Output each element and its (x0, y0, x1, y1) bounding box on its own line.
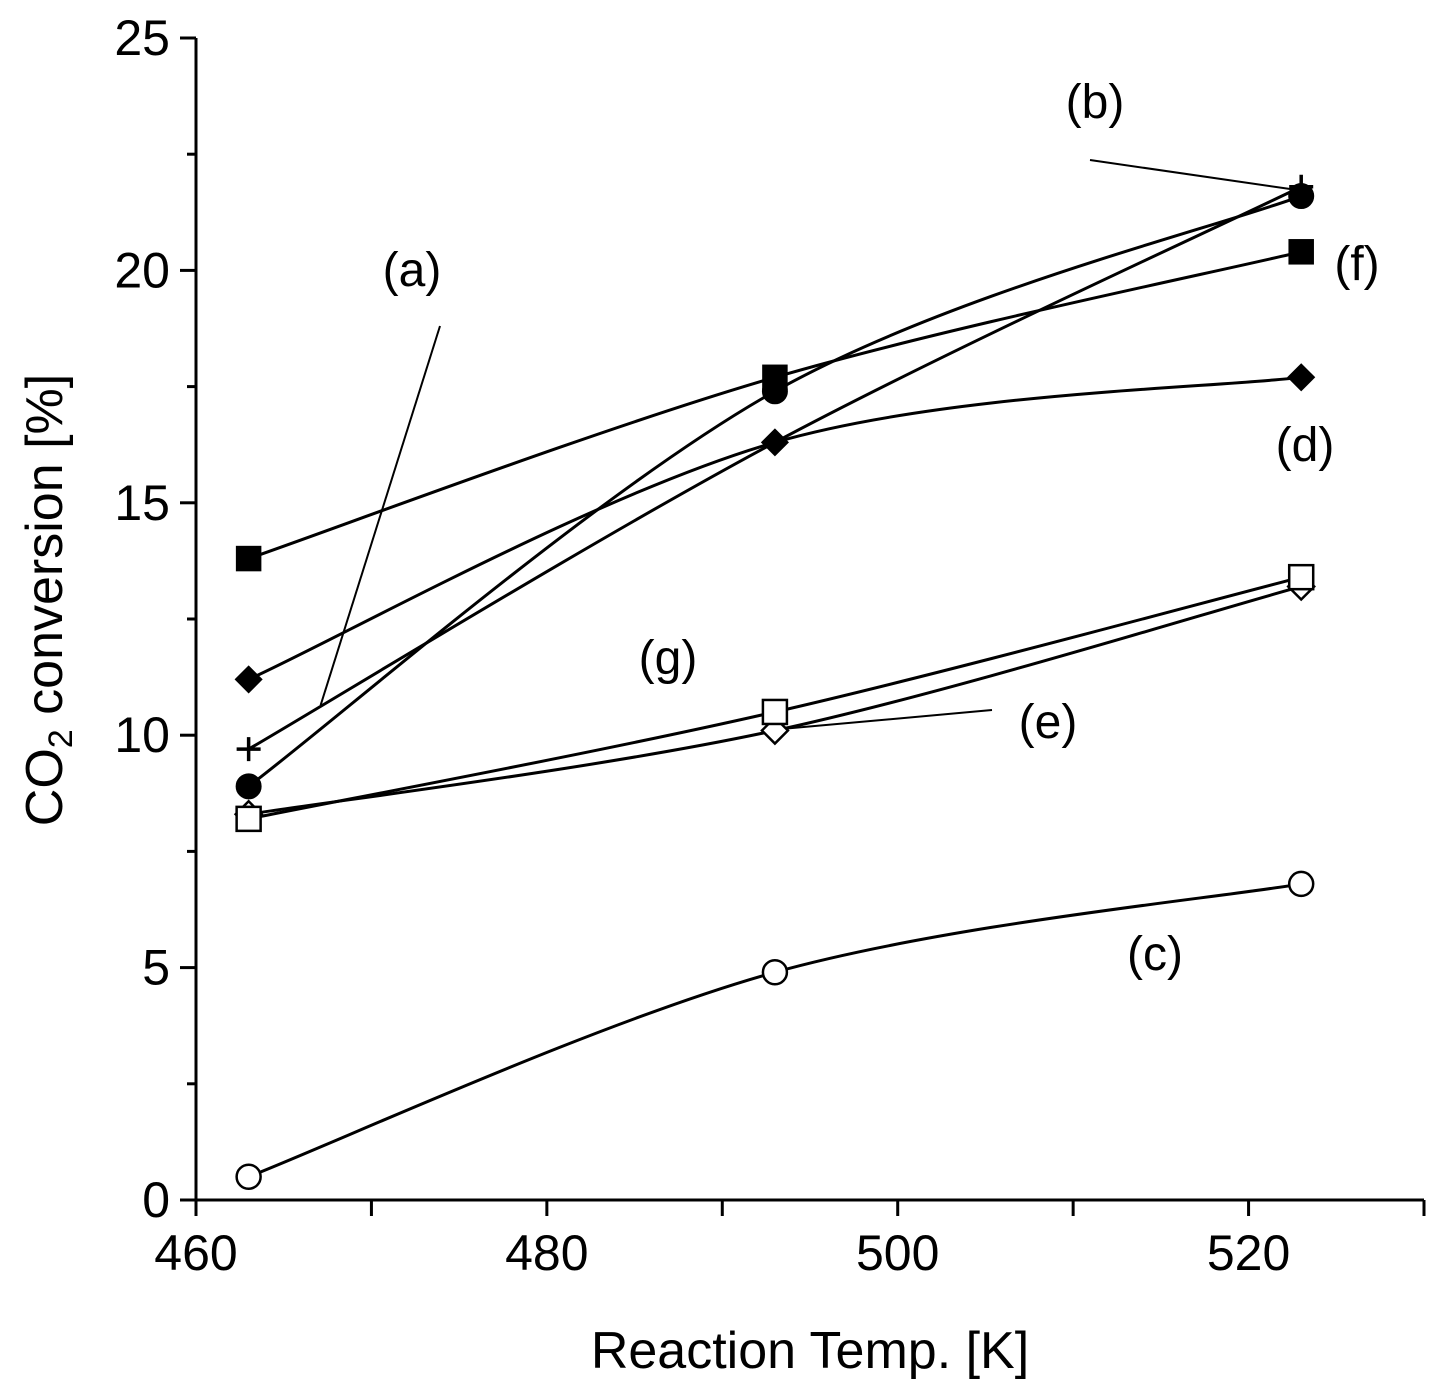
marker-d-523 (1287, 363, 1316, 392)
marker-f-463 (235, 545, 262, 572)
series-line-f (248, 250, 1302, 560)
annotation-g: (g) (639, 632, 698, 685)
y-tick-label-15: 15 (114, 475, 170, 531)
annotation-a: (a) (383, 244, 442, 297)
leader-line-b (1089, 159, 1298, 192)
y-tick-label-10: 10 (114, 707, 170, 763)
y-tick-label-20: 20 (114, 242, 170, 298)
x-tick-label-520: 520 (1207, 1225, 1290, 1281)
axes: 0 5 10 15 20 25 460 480 500 520 (114, 10, 1426, 1281)
marker-f-523 (1288, 239, 1314, 265)
marker-d-463 (234, 665, 263, 694)
annotation-e: (e) (1019, 696, 1078, 749)
series-line-d (248, 375, 1302, 681)
marker-c-463 (235, 1163, 262, 1191)
leader-line-e (786, 709, 993, 730)
marker-g-523 (1287, 563, 1315, 591)
y-tick-label-5: 5 (142, 940, 170, 996)
marker-b-523 (1288, 183, 1315, 210)
marker-a-463 (236, 737, 261, 762)
marker-c-523 (1287, 870, 1315, 898)
marker-c-493 (761, 958, 789, 986)
y-axis-title-main: CO (16, 748, 74, 826)
series-line-g (248, 575, 1302, 821)
annotation-c: (c) (1127, 928, 1183, 981)
series-lines (247, 185, 1302, 1179)
annotation-d: (d) (1276, 419, 1335, 472)
marker-d-493 (760, 428, 789, 457)
y-tick-label-0: 0 (142, 1172, 170, 1228)
x-tick-label-480: 480 (505, 1225, 588, 1281)
marker-g-493 (761, 698, 789, 726)
y-tick-label-25: 25 (114, 10, 170, 66)
x-tick-label-460: 460 (154, 1225, 237, 1281)
annotation-f: (f) (1334, 238, 1379, 291)
x-tick-label-500: 500 (856, 1225, 939, 1281)
series-markers (233, 174, 1316, 1191)
y-axis-title: CO2 conversion [%] (16, 374, 80, 826)
marker-g-463 (235, 805, 262, 833)
marker-b-463 (235, 773, 262, 800)
leader-line-a (319, 325, 441, 706)
y-axis-title-subscript: 2 (42, 729, 80, 748)
y-axis-title-rest: conversion [%] (16, 374, 74, 730)
marker-f-493 (762, 364, 788, 391)
annotation-b: (b) (1066, 76, 1125, 129)
annotation-leader-lines (319, 159, 1298, 730)
x-axis-title: Reaction Temp. [K] (591, 1322, 1029, 1380)
